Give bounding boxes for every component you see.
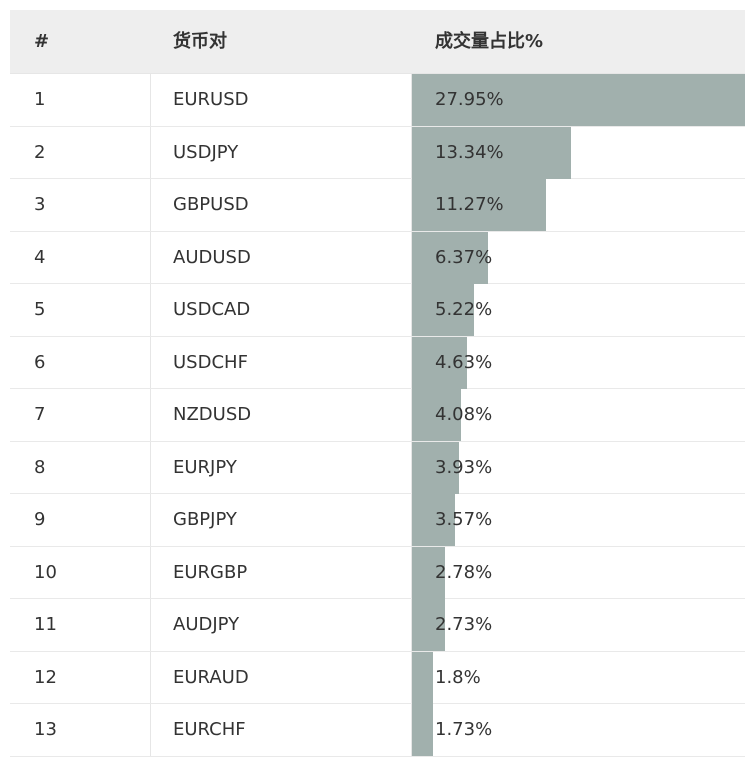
rank-cell: 5 (34, 299, 46, 320)
currency-pair-cell: GBPJPY (173, 509, 237, 530)
volume-share-value: 3.93% (435, 456, 493, 478)
volume-share-value: 3.57% (435, 509, 493, 530)
volume-share-value: 1.8% (435, 666, 481, 688)
rank-cell: 12 (34, 666, 57, 688)
volume-share-value: 2.73% (435, 614, 493, 635)
volume-share-bar (412, 704, 433, 756)
column-divider (150, 704, 151, 756)
column-divider (411, 704, 412, 756)
column-divider (411, 231, 412, 283)
table-row: 2 USDJPY 13.34% (10, 126, 745, 179)
column-divider (150, 179, 151, 231)
currency-pair-cell: EURGBP (173, 561, 248, 583)
currency-pair-cell: AUDJPY (173, 614, 240, 635)
column-divider (150, 441, 151, 493)
column-divider (150, 284, 151, 336)
column-divider (150, 651, 151, 703)
column-divider (150, 389, 151, 441)
header-currency-pair: 货币对 (173, 31, 227, 52)
rank-cell: 7 (34, 404, 46, 425)
column-divider (411, 284, 412, 336)
rank-cell: 8 (34, 456, 46, 478)
volume-share-value: 27.95% (435, 89, 504, 110)
currency-pair-cell: USDCHF (173, 351, 248, 373)
column-divider (411, 389, 412, 441)
currency-pair-cell: EURAUD (173, 666, 249, 688)
header-volume-share: 成交量占比% (435, 31, 544, 52)
currency-pair-cell: GBPUSD (173, 194, 249, 215)
column-divider (150, 126, 151, 178)
volume-share-bar (412, 126, 571, 179)
currency-pair-cell: AUDUSD (173, 246, 251, 268)
volume-share-bar (412, 284, 474, 336)
table-row: 5 USDCAD 5.22% (10, 284, 745, 337)
volume-share-bar (412, 441, 459, 494)
volume-share-value: 13.34% (435, 141, 504, 163)
volume-share-bar (412, 74, 745, 126)
currency-pair-cell: NZDUSD (173, 404, 252, 425)
column-divider (411, 494, 412, 546)
column-divider (411, 546, 412, 598)
column-divider (150, 546, 151, 598)
volume-share-bar (412, 599, 445, 651)
table-row: 10 EURGBP 2.78% (10, 546, 745, 599)
column-divider (150, 231, 151, 283)
volume-share-value: 4.08% (435, 404, 493, 425)
rank-cell: 9 (34, 509, 46, 530)
header-rank: # (34, 31, 50, 52)
table-row: 13 EURCHF 1.73% (10, 704, 745, 757)
rank-cell: 13 (34, 719, 57, 740)
table-body: 1 EURUSD 27.95% 2 USDJPY 13.34% 3 GBPUSD 11.27% 4… (10, 74, 745, 757)
column-divider (150, 599, 151, 651)
column-divider (411, 74, 412, 126)
volume-share-value: 6.37% (435, 246, 493, 268)
volume-share-value: 4.63% (435, 351, 493, 373)
volume-share-bar (412, 546, 445, 599)
volume-share-bar (412, 494, 455, 546)
table-row: 6 USDCHF 4.63% (10, 336, 745, 389)
column-divider (411, 599, 412, 651)
currency-pair-cell: EURJPY (173, 456, 237, 478)
column-divider (411, 126, 412, 178)
volume-share-bar (412, 651, 433, 704)
rank-cell: 6 (34, 351, 46, 373)
volume-share-value: 5.22% (435, 299, 493, 320)
column-divider (150, 74, 151, 126)
column-divider (411, 336, 412, 388)
currency-pair-volume-table: # 货币对 成交量占比% 1 EURUSD 27.95% 2 USDJPY 13.34% 3… (10, 10, 745, 757)
rank-cell: 11 (34, 614, 57, 635)
column-divider (411, 441, 412, 493)
volume-share-value: 11.27% (435, 194, 504, 215)
table-row: 1 EURUSD 27.95% (10, 74, 745, 127)
table-row: 9 GBPJPY 3.57% (10, 494, 745, 547)
column-divider (411, 179, 412, 231)
currency-pair-cell: EURUSD (173, 89, 249, 110)
volume-share-bar (412, 179, 546, 231)
column-divider (150, 494, 151, 546)
rank-cell: 2 (34, 141, 46, 163)
volume-share-bar (412, 389, 461, 441)
table-row: 7 NZDUSD 4.08% (10, 389, 745, 442)
volume-share-value: 1.73% (435, 719, 493, 740)
rank-cell: 1 (34, 89, 46, 110)
table-row: 11 AUDJPY 2.73% (10, 599, 745, 652)
rank-cell: 10 (34, 561, 57, 583)
volume-share-bar (412, 336, 467, 389)
column-divider (411, 651, 412, 703)
table-header: # 货币对 成交量占比% (10, 10, 745, 74)
column-divider (150, 336, 151, 388)
table-row: 3 GBPUSD 11.27% (10, 179, 745, 232)
currency-pair-cell: USDJPY (173, 141, 239, 163)
volume-share-bar (412, 231, 488, 284)
currency-pair-cell: USDCAD (173, 299, 251, 320)
table-row: 12 EURAUD 1.8% (10, 651, 745, 704)
table-row: 8 EURJPY 3.93% (10, 441, 745, 494)
rank-cell: 3 (34, 194, 46, 215)
table-row: 4 AUDUSD 6.37% (10, 231, 745, 284)
rank-cell: 4 (34, 246, 46, 268)
currency-pair-cell: EURCHF (173, 719, 246, 740)
volume-share-value: 2.78% (435, 561, 493, 583)
